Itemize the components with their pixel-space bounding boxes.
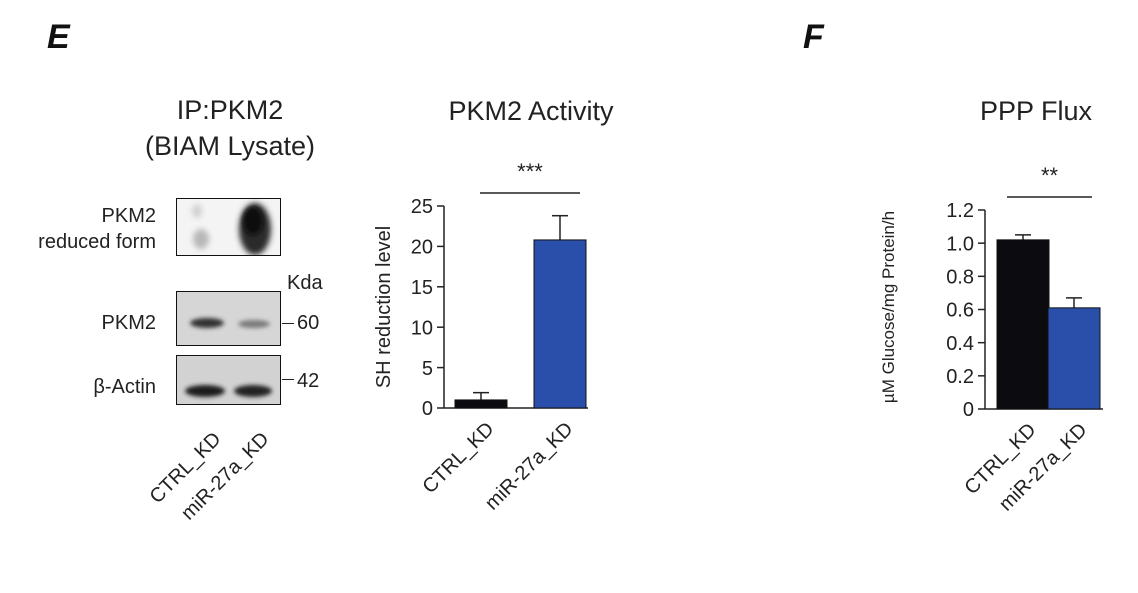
y-tick-label: 15: [411, 277, 433, 299]
mw-42-tick: [282, 379, 294, 380]
mw-60-tick: [282, 323, 294, 324]
bar-ctrl-kd: [454, 399, 508, 409]
bar-ctrl-kd: [996, 239, 1050, 410]
y-tick-label: 1.0: [946, 233, 974, 255]
blot-pkm2: [176, 291, 281, 346]
chart-pkm2-activity: PKM2 Activity SH reduction level 0 5 10 15 2…: [373, 96, 614, 514]
blot-label-reduced-line2: reduced form: [38, 231, 156, 253]
y-tick-label: 0: [963, 399, 974, 421]
y-tick-label: 1.2: [946, 200, 974, 222]
y-tick-label: 5: [422, 358, 433, 380]
significance-label: **: [1041, 163, 1059, 188]
y-tick-label: 25: [411, 196, 433, 218]
panel-letter-f: F: [803, 18, 824, 56]
x-category-label: CTRL_KD: [419, 418, 499, 498]
panel-letter-e: E: [47, 18, 70, 56]
bar-mir-27a-kd: [1047, 307, 1101, 410]
y-tick-label: 0.2: [946, 366, 974, 388]
significance-label: ***: [517, 159, 543, 184]
chart2-ylabel: µM Glucose/mg Protein/h: [879, 211, 898, 403]
blot-label-reduced-line1: PKM2: [101, 205, 156, 227]
mw-unit-label: Kda: [287, 272, 323, 294]
blot-reduced-form: [176, 198, 281, 256]
chart2-title: PPP Flux: [980, 96, 1093, 126]
y-tick-label: 0.8: [946, 267, 974, 289]
chart1-title: PKM2 Activity: [448, 96, 614, 126]
y-tick-label: 0.6: [946, 300, 974, 322]
chart1-ylabel: SH reduction level: [373, 226, 395, 388]
bar-mir-27a-kd: [533, 239, 587, 409]
y-tick-label: 0.4: [946, 333, 974, 355]
blot-title-line2: (BIAM Lysate): [144, 131, 316, 161]
blot-actin: [176, 355, 281, 405]
chart-ppp-flux: PPP Flux µM Glucose/mg Protein/h 0 0.2 0.4…: [879, 96, 1103, 515]
blot-title-line1: IP:PKM2: [176, 95, 284, 125]
y-tick-label: 20: [411, 237, 433, 259]
blot-label-actin: β-Actin: [93, 376, 156, 398]
y-tick-label: 0: [422, 398, 433, 420]
mw-42-label: 42: [297, 370, 320, 392]
blot-label-pkm2: PKM2: [101, 312, 156, 334]
y-tick-label: 10: [411, 317, 433, 339]
mw-60-label: 60: [297, 312, 320, 334]
